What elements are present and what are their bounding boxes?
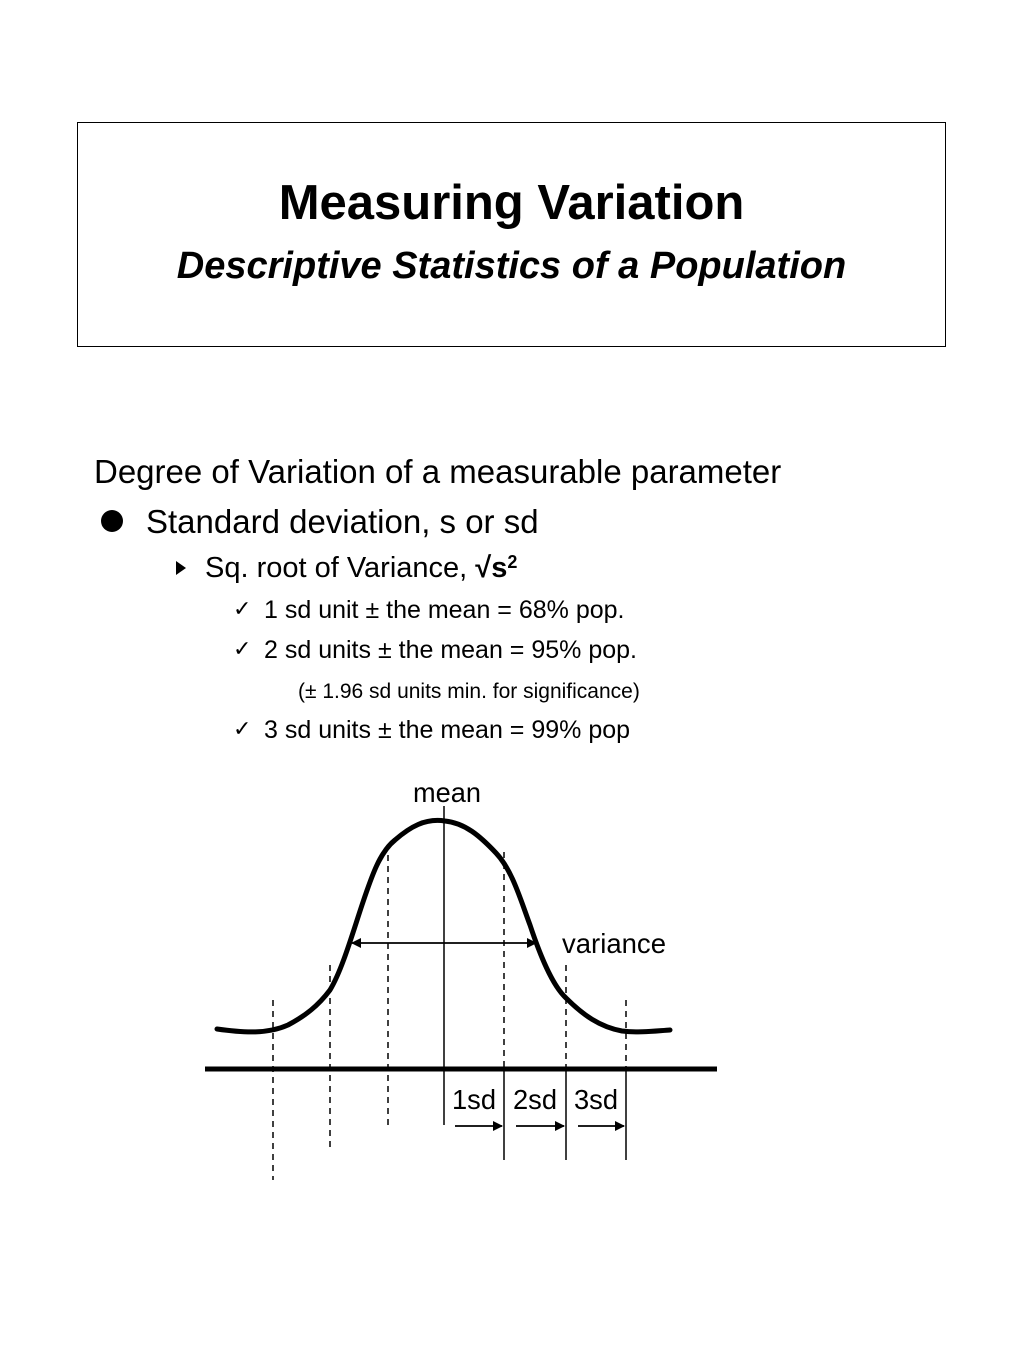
check-icon: ✓ [233,716,252,741]
bullet-standard-deviation: Standard deviation, s or sd [146,503,539,540]
check-icon: ✓ [233,636,252,661]
sd-label-3: 3sd [574,1084,618,1115]
sq-root-exponent: 2 [507,552,518,572]
bullet-dot-icon [101,510,123,532]
sq-root-symbol: √s [475,552,508,584]
check-item-1sd: 1 sd unit ± the mean = 68% pop. [264,596,625,624]
check-item-2sd: 2 sd units ± the mean = 95% pop. [264,636,637,664]
page-subtitle: Descriptive Statistics of a Population [176,245,847,287]
bullet-sq-root: Sq. root of Variance, √s2 [205,553,517,583]
significance-note: (± 1.96 sd units min. for significance) [298,680,640,703]
mean-label: mean [413,777,481,808]
triangle-bullet-icon [176,561,186,575]
sd-label-2: 2sd [513,1084,557,1115]
bell-curve [214,817,673,1035]
section-heading: Degree of Variation of a measurable para… [94,453,782,490]
sq-root-text: Sq. root of Variance, [205,552,476,584]
title-box: Measuring Variation Descriptive Statisti… [77,122,946,347]
check-item-3sd: 3 sd units ± the mean = 99% pop [264,716,631,744]
check-icon: ✓ [233,596,252,621]
variance-label: variance [562,928,666,959]
page-title: Measuring Variation [278,176,745,230]
sd-label-1: 1sd [452,1084,496,1115]
